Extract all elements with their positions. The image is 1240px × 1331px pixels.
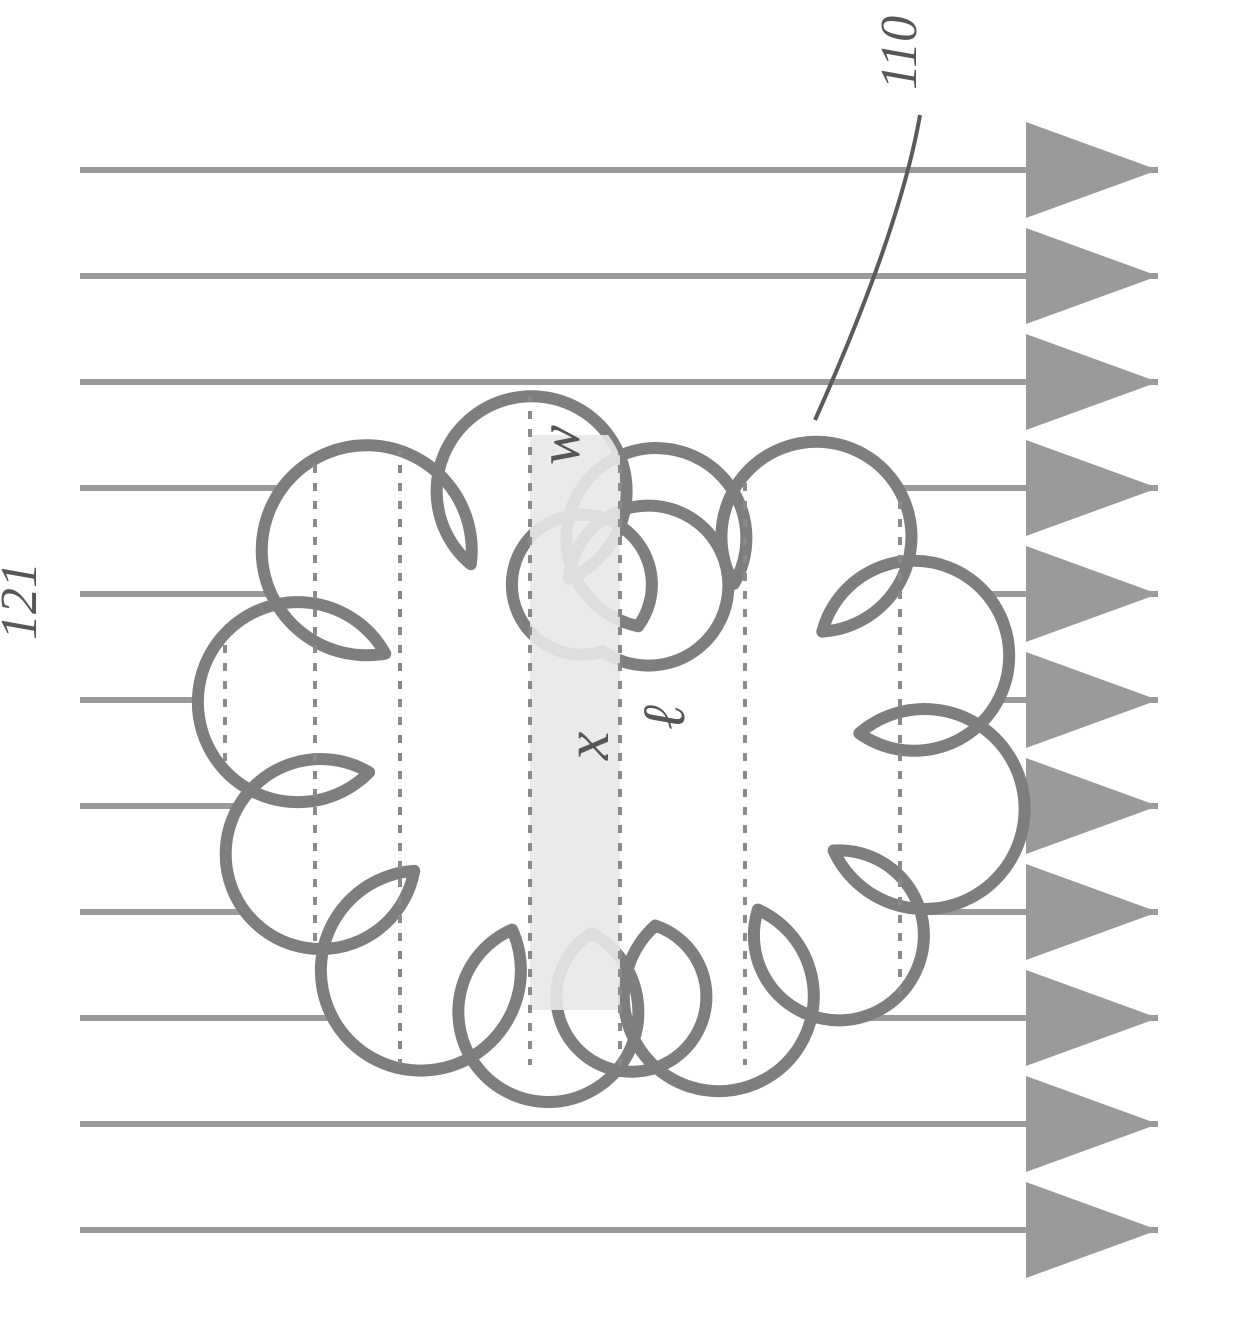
label-121: 121 [0,562,49,640]
label-w: w [525,425,594,465]
label-ell: ℓ [630,705,699,730]
leader-line-110 [815,115,920,420]
shaded-slab-x [530,435,620,1010]
label-x: x [550,732,624,760]
diagram-stage: 121 110 w x ℓ [0,0,1240,1331]
label-110: 110 [870,16,929,90]
diagram-svg [0,0,1240,1331]
